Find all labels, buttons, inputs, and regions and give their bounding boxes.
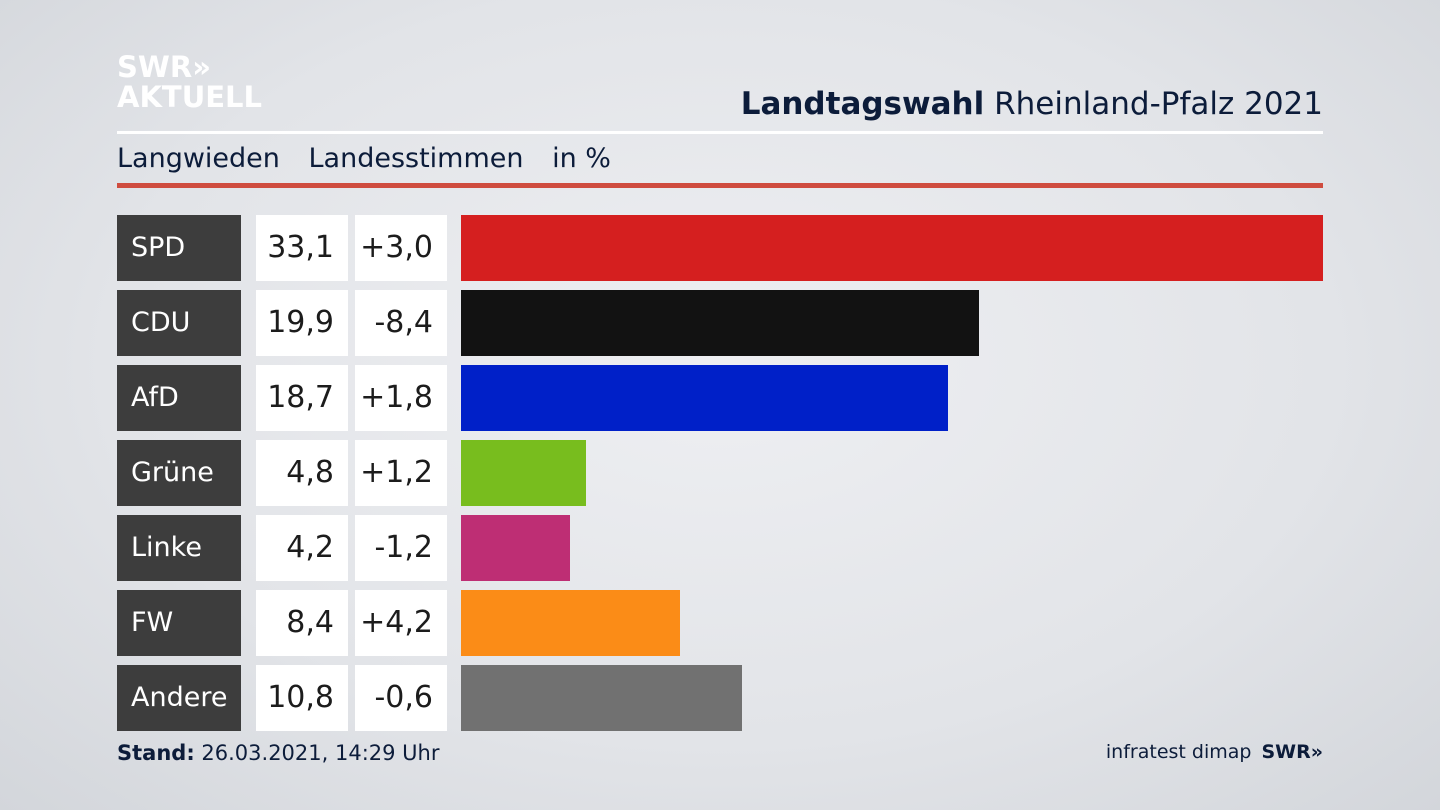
vote-share-label: 19,9 xyxy=(256,290,348,356)
result-row-cdu: CDU 19,9 -8,4 xyxy=(117,290,1323,356)
bar-andere xyxy=(461,665,742,731)
vote-share-label: 18,7 xyxy=(256,365,348,431)
timestamp-label: Stand: xyxy=(117,741,195,765)
source-credit: infratest dimap SWR» xyxy=(1106,741,1323,763)
party-label: FW xyxy=(117,590,241,656)
party-label: Andere xyxy=(117,665,241,731)
change-label: +3,0 xyxy=(355,215,447,281)
bar-linke xyxy=(461,515,570,581)
title-bold: Landtagswahl xyxy=(740,86,985,122)
party-label: Grüne xyxy=(117,440,241,506)
bar-gruene xyxy=(461,440,586,506)
vote-share-label: 33,1 xyxy=(256,215,348,281)
subtitle-place: Langwieden xyxy=(117,143,280,174)
party-label: SPD xyxy=(117,215,241,281)
change-label: +1,2 xyxy=(355,440,447,506)
swr-aktuell-logo: SWR» AKTUELL xyxy=(117,52,262,112)
change-label: -8,4 xyxy=(355,290,447,356)
change-label: -0,6 xyxy=(355,665,447,731)
vote-share-label: 10,8 xyxy=(256,665,348,731)
title-rest: Rheinland-Pfalz 2021 xyxy=(984,86,1323,122)
subtitle-unit: in % xyxy=(552,143,611,174)
timestamp: Stand: 26.03.2021, 14:29 Uhr xyxy=(117,741,440,765)
bar-afd xyxy=(461,365,948,431)
party-label: CDU xyxy=(117,290,241,356)
result-row-andere: Andere 10,8 -0,6 xyxy=(117,665,1323,731)
subtitle-kind: Landesstimmen xyxy=(308,143,524,174)
bar-spd xyxy=(461,215,1323,281)
header-divider xyxy=(117,131,1323,134)
change-label: +4,2 xyxy=(355,590,447,656)
footer-swr-logo: SWR» xyxy=(1261,741,1323,763)
timestamp-value: 26.03.2021, 14:29 Uhr xyxy=(194,741,440,765)
logo-line-1: SWR» xyxy=(117,50,211,84)
vote-share-label: 8,4 xyxy=(256,590,348,656)
result-row-linke: Linke 4,2 -1,2 xyxy=(117,515,1323,581)
logo-line-2: AKTUELL xyxy=(117,80,263,114)
result-row-spd: SPD 33,1 +3,0 xyxy=(117,215,1323,281)
chart-subtitle: Langwieden Landesstimmen in % xyxy=(117,143,631,174)
bar-fw xyxy=(461,590,680,656)
change-label: -1,2 xyxy=(355,515,447,581)
result-row-afd: AfD 18,7 +1,8 xyxy=(117,365,1323,431)
accent-divider xyxy=(117,183,1323,188)
bar-cdu xyxy=(461,290,979,356)
change-label: +1,8 xyxy=(355,365,447,431)
source-name: infratest dimap xyxy=(1105,741,1252,763)
vote-share-label: 4,2 xyxy=(256,515,348,581)
party-label: AfD xyxy=(117,365,241,431)
result-row-gruene: Grüne 4,8 +1,2 xyxy=(117,440,1323,506)
chart-title: Landtagswahl Rheinland-Pfalz 2021 xyxy=(741,86,1323,122)
result-row-fw: FW 8,4 +4,2 xyxy=(117,590,1323,656)
party-label: Linke xyxy=(117,515,241,581)
vote-share-label: 4,8 xyxy=(256,440,348,506)
